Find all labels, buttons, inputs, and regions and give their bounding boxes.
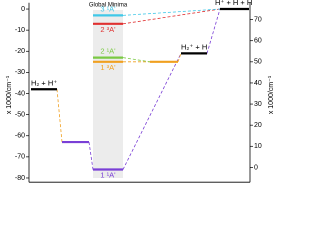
level-label: 1 ³A' — [100, 63, 116, 72]
level-label: 2 ³A' — [100, 25, 116, 34]
connector — [122, 57, 151, 63]
y2-tick-label: 10 — [254, 143, 262, 150]
y-tick-label: -10 — [15, 27, 25, 34]
chart: Global Minima x 1000/cm⁻¹ x 1000/cm⁻¹ 0 -… — [6, 0, 275, 183]
connector — [122, 8, 221, 16]
y2-tick-label: 40 — [254, 80, 262, 87]
level-label: H⁺ + H + H — [215, 0, 252, 7]
level-label: 1 ¹A' — [100, 171, 116, 180]
y-tick-label: -30 — [15, 69, 25, 76]
connector — [122, 8, 221, 25]
y-tick-label: -50 — [15, 111, 25, 118]
y-tick-label: -70 — [15, 154, 25, 161]
connector — [56, 89, 63, 143]
y2-tick-label: 70 — [254, 16, 262, 23]
connector — [122, 53, 182, 170]
level-label: 3 ¹A' — [100, 4, 116, 13]
y-tick-label: -80 — [15, 175, 25, 182]
y-tick-label: -20 — [15, 48, 25, 55]
y-tick-label: -40 — [15, 90, 25, 97]
global-minima-band — [93, 10, 123, 178]
y2-tick-label: 60 — [254, 38, 262, 45]
y-tick-label: 0 — [21, 6, 25, 13]
y2-tick-label: 30 — [254, 101, 262, 108]
connector — [88, 142, 94, 170]
y2-tick-label: 0 — [254, 164, 258, 171]
y2-tick-label: 50 — [254, 59, 262, 66]
level-label: H₂ + H⁺ — [31, 78, 57, 87]
y-axis-title: x 1000/cm⁻¹ — [6, 75, 13, 114]
level-label: 2 ¹A' — [100, 47, 116, 56]
annotation: Global Minima — [89, 3, 128, 9]
y-tick-label: -60 — [15, 133, 25, 140]
level-label: H₂⁺ + H — [181, 42, 207, 51]
y2-axis-title: x 1000/cm⁻¹ — [268, 75, 275, 114]
y2-tick-label: 20 — [254, 122, 262, 129]
connector — [177, 53, 182, 62]
connector — [206, 8, 221, 54]
